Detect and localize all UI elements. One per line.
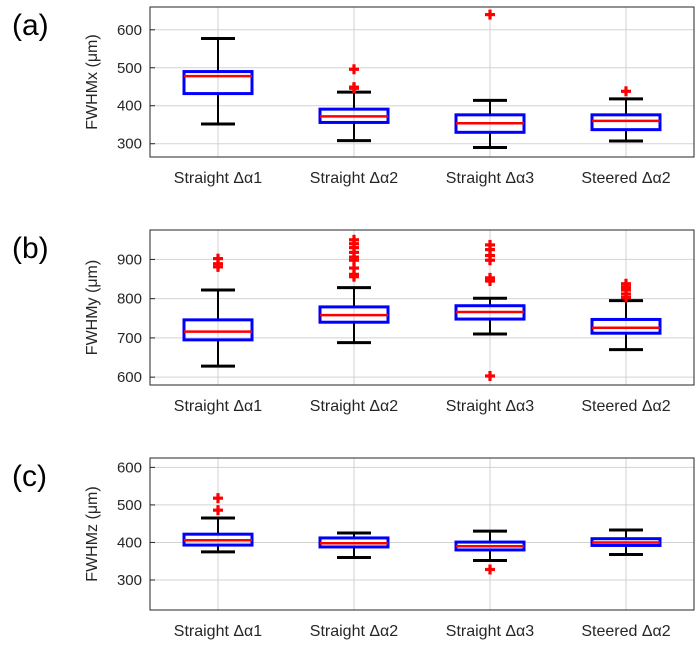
panel-label: (b): [12, 232, 49, 265]
outlier-marker: [621, 86, 631, 97]
category-label: Steered Δα2: [581, 398, 670, 415]
y-axis-label: FWHMy (μm): [84, 260, 101, 355]
panel-a: 300 400 500 600 Straight Δα1 Straight Δα2 Stra…: [12, 6, 695, 187]
outlier-marker: [213, 505, 223, 516]
axes-frame: [149, 229, 695, 386]
box-2: [318, 531, 390, 559]
box-3: [454, 9, 526, 150]
y-tick-label: 800: [117, 291, 142, 308]
outlier-marker: [349, 234, 359, 245]
y-tick-label: 500: [117, 60, 142, 77]
outlier-marker: [349, 82, 359, 93]
box-2: [318, 64, 390, 143]
box-iqr: [590, 317, 662, 335]
box-3: [454, 239, 526, 381]
y-axis-label: FWHMz (μm): [84, 486, 101, 581]
category-label: Straight Δα3: [446, 398, 535, 415]
y-tick-label: 400: [117, 534, 142, 551]
category-label: Steered Δα2: [581, 170, 670, 187]
y-axis-label: FWHMx (μm): [84, 34, 101, 129]
panel-c: 300 400 500 600 Straight Δα1 Straight Δα2 Stra…: [12, 457, 695, 640]
box-1: [182, 253, 254, 368]
y-tick-label: 600: [117, 459, 142, 476]
category-label: Straight Δα1: [174, 170, 263, 187]
category-label: Straight Δα2: [310, 170, 399, 187]
box-2: [318, 234, 390, 345]
panel-label: (c): [12, 460, 47, 493]
box-4: [590, 86, 662, 143]
y-tick-label: 400: [117, 98, 142, 115]
outlier-marker: [349, 64, 359, 75]
outlier-marker: [621, 278, 631, 289]
box-1: [182, 37, 254, 126]
box-iqr: [182, 318, 254, 342]
panel-label: (a): [12, 9, 49, 42]
category-label: Straight Δα1: [174, 398, 263, 415]
y-tick-label: 600: [117, 22, 142, 39]
y-tick-label: 600: [117, 369, 142, 386]
outlier-marker: [213, 253, 223, 264]
category-label: Straight Δα2: [310, 623, 399, 640]
outlier-marker: [485, 272, 495, 283]
box-iqr: [590, 113, 662, 132]
axes-frame: [149, 6, 695, 158]
outlier-marker: [485, 370, 495, 381]
category-label: Steered Δα2: [581, 623, 670, 640]
panel-b: 600 700 800 900 Straight Δα1 Straight Δα2 Stra…: [12, 229, 695, 415]
outlier-marker: [485, 564, 495, 575]
category-label: Straight Δα1: [174, 623, 263, 640]
outlier-marker: [213, 493, 223, 504]
box-1: [182, 493, 254, 554]
box-iqr: [182, 70, 254, 96]
y-tick-label: 700: [117, 330, 142, 347]
box-4: [590, 528, 662, 556]
y-tick-label: 500: [117, 497, 142, 514]
box-3: [454, 529, 526, 575]
y-tick-label: 900: [117, 251, 142, 268]
axes-frame: [149, 457, 695, 611]
category-label: Straight Δα3: [446, 170, 535, 187]
category-label: Straight Δα3: [446, 623, 535, 640]
y-tick-label: 300: [117, 136, 142, 153]
box-4: [590, 278, 662, 352]
outlier-marker: [485, 9, 495, 20]
category-label: Straight Δα2: [310, 398, 399, 415]
y-tick-label: 300: [117, 572, 142, 589]
outlier-marker: [485, 239, 495, 250]
